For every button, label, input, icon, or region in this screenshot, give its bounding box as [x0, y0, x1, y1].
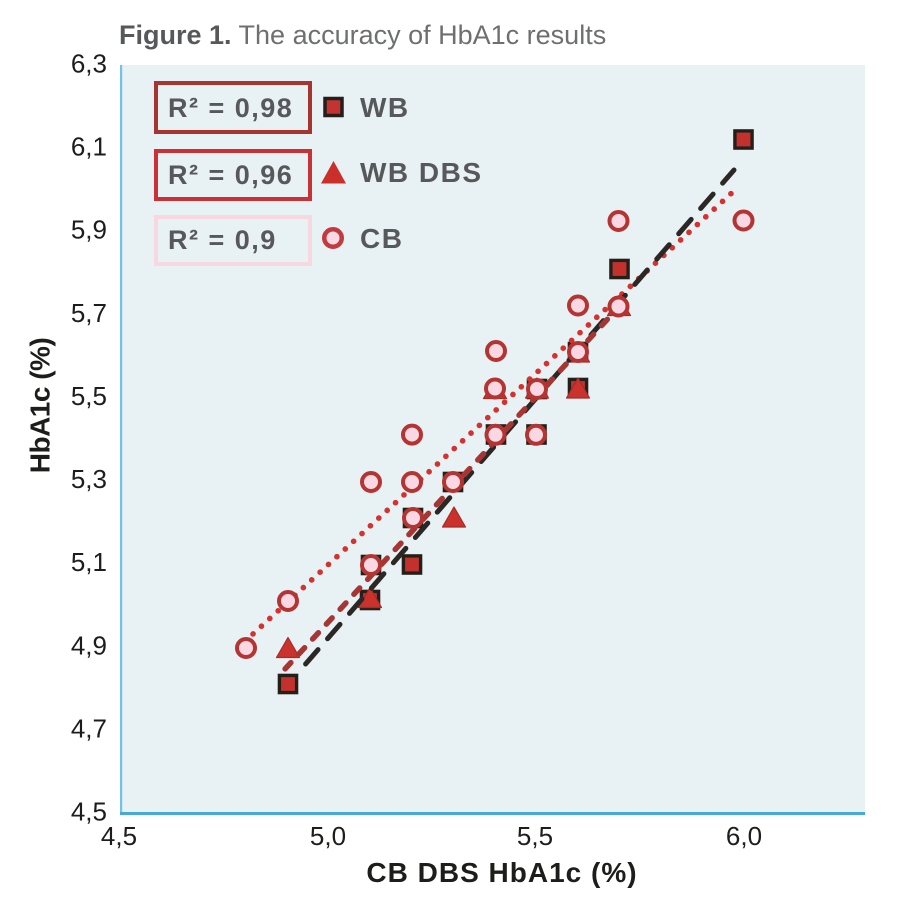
svg-text:5,5: 5,5 [517, 821, 553, 851]
svg-text:HbA1c (%): HbA1c (%) [25, 338, 56, 474]
svg-text:6,1: 6,1 [71, 132, 107, 162]
svg-text:Figure 1. The accuracy of HbA1: Figure 1. The accuracy of HbA1c results [119, 20, 606, 50]
svg-text:4,5: 4,5 [101, 821, 137, 851]
svg-text:CB: CB [360, 223, 403, 254]
svg-text:5,5: 5,5 [71, 381, 107, 411]
svg-text:6,0: 6,0 [726, 821, 762, 851]
svg-text:R² = 0,96: R² = 0,96 [168, 160, 293, 190]
svg-text:CB DBS HbA1c (%): CB DBS HbA1c (%) [366, 857, 637, 888]
svg-text:4,5: 4,5 [71, 797, 107, 827]
svg-text:4,7: 4,7 [71, 713, 107, 743]
svg-text:5,3: 5,3 [71, 464, 107, 494]
svg-text:5,1: 5,1 [71, 547, 107, 577]
svg-text:6,3: 6,3 [71, 49, 107, 79]
svg-text:5,7: 5,7 [71, 298, 107, 328]
svg-text:WB DBS: WB DBS [360, 157, 483, 188]
svg-text:R² = 0,9: R² = 0,9 [168, 225, 277, 255]
svg-text:4,9: 4,9 [71, 630, 107, 660]
svg-text:WB: WB [360, 92, 410, 123]
svg-text:5,0: 5,0 [310, 821, 346, 851]
svg-text:R² = 0,98: R² = 0,98 [168, 93, 293, 123]
svg-text:5,9: 5,9 [71, 215, 107, 245]
